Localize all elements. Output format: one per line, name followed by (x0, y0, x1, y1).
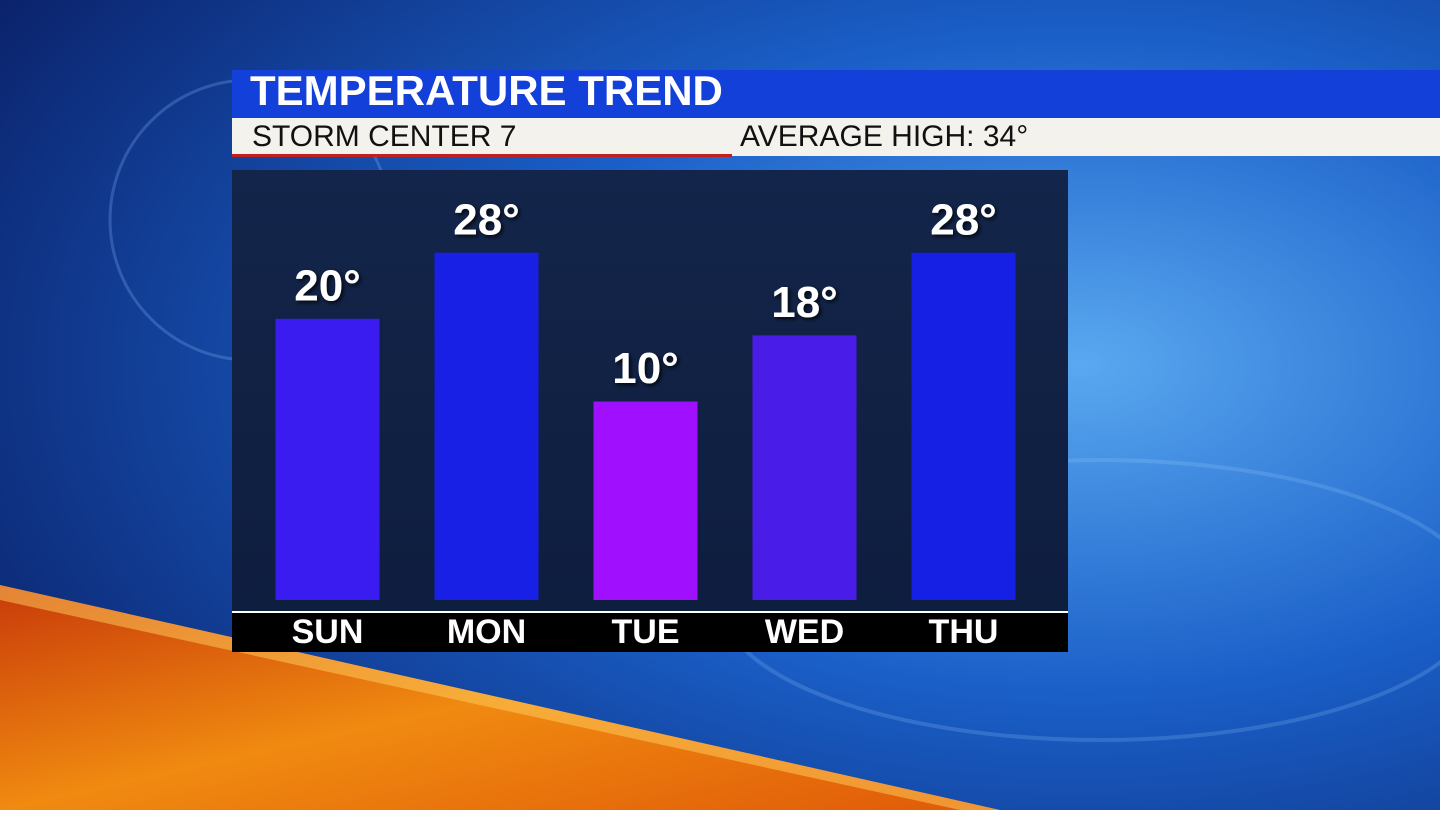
bar (434, 252, 539, 600)
bar (593, 401, 698, 600)
value-label: 10° (612, 344, 679, 393)
value-label: 20° (294, 261, 361, 310)
bar (911, 252, 1016, 600)
accent-line (232, 154, 732, 157)
title-bar (232, 70, 1440, 118)
x-tick-label: MON (447, 613, 526, 651)
bar (752, 335, 857, 600)
bar (275, 318, 380, 600)
chart-title: TEMPERATURE TREND (250, 67, 723, 114)
value-label: 18° (771, 278, 838, 327)
annotation: AVERAGE HIGH: 34° (740, 120, 1028, 153)
value-label: 28° (453, 195, 520, 244)
chart-subtitle: STORM CENTER 7 (252, 120, 516, 153)
x-tick-label: TUE (612, 613, 680, 651)
x-tick-label: WED (765, 613, 844, 651)
x-tick-label: THU (929, 613, 999, 651)
x-tick-label: SUN (292, 613, 364, 651)
subtitle-bar (232, 118, 1440, 156)
value-label: 28° (930, 195, 997, 244)
category-bar (232, 612, 1068, 652)
